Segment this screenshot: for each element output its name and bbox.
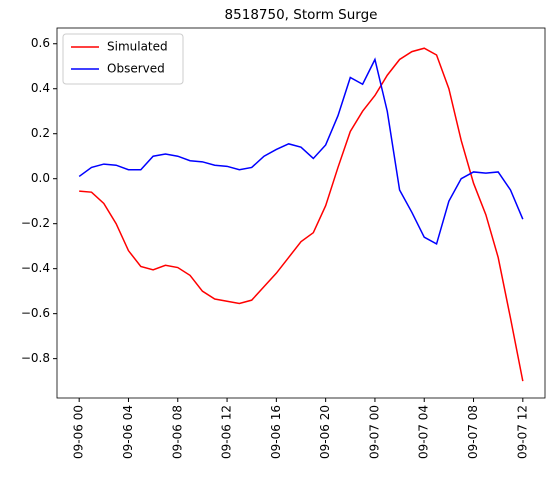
legend-label: Observed: [107, 62, 165, 76]
y-tick-label: 0.6: [31, 36, 50, 50]
x-tick-label: 09-06 08: [170, 405, 184, 459]
x-tick-label: 09-06 12: [220, 405, 234, 459]
line: [78, 57, 524, 246]
y-tick-label: −0.4: [21, 261, 50, 275]
legend-label: Simulated: [107, 40, 168, 54]
x-tick-label: 09-06 20: [318, 405, 332, 459]
x-tick-label: 09-06 04: [121, 405, 135, 459]
y-tick-label: 0.4: [31, 81, 50, 95]
x-tick-label: 09-07 00: [367, 405, 381, 459]
chart-title: 8518750, Storm Surge: [225, 7, 378, 23]
y-tick-label: −0.6: [21, 306, 50, 320]
x-tick-label: 09-06 00: [72, 405, 86, 459]
x-tick-label: 09-07 08: [466, 405, 480, 459]
plot-frame: [56, 27, 546, 399]
legend: Simulated Observed: [62, 33, 184, 85]
y-tick-label: −0.2: [21, 216, 50, 230]
y-tick-label: 0.0: [31, 171, 50, 185]
x-tick-label: 09-07 12: [515, 405, 529, 459]
x-tick-label: 09-06 16: [269, 405, 283, 459]
line: [79, 47, 524, 382]
x-tick-label: 09-07 04: [417, 405, 431, 459]
y-tick-label: 0.2: [31, 126, 50, 140]
y-tick-label: −0.8: [21, 351, 50, 365]
